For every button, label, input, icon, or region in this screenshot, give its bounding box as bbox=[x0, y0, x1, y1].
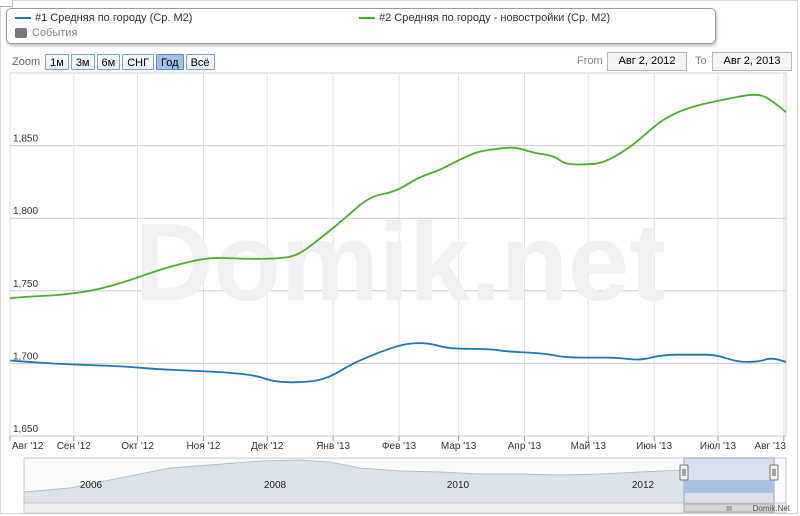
navigator-year-label: 2010 bbox=[447, 480, 470, 491]
x-tick-label: Апр '13 bbox=[508, 441, 542, 452]
series1-line-swatch bbox=[15, 17, 31, 19]
navigator-scrollbar-track[interactable] bbox=[23, 502, 787, 514]
zoom-label: Zoom bbox=[12, 55, 41, 68]
range-from-input[interactable]: Авг 2, 2012 bbox=[607, 52, 687, 71]
x-tick-label: Май '13 bbox=[571, 441, 607, 452]
zoom-button-1m[interactable]: 1м bbox=[45, 53, 69, 70]
navigator-scrollbar-thumb[interactable] bbox=[683, 503, 775, 513]
legend-label-series2: #2 Средняя по городу - новостройки (Ср. … bbox=[379, 12, 611, 24]
x-tick-label: Ноя '12 bbox=[186, 441, 220, 452]
y-tick-label: 1,850 bbox=[13, 134, 38, 145]
legend-label-events: События bbox=[32, 27, 78, 39]
navigator-handle-left[interactable] bbox=[679, 464, 689, 481]
range-from-label: From bbox=[577, 55, 603, 67]
x-tick-label: Окт '12 bbox=[121, 441, 154, 452]
navigator-year-label: 2006 bbox=[80, 480, 103, 491]
x-tick-label: Сен '12 bbox=[57, 441, 92, 452]
legend-label-series1: #1 Средняя по городу (Ср. М2) bbox=[35, 12, 193, 24]
series-line-2 bbox=[9, 93, 787, 299]
credit-link[interactable]: Domik.Net bbox=[753, 504, 791, 513]
legend-item-series2[interactable]: #2 Средняя по городу - новостройки (Ср. … bbox=[359, 12, 610, 24]
x-tick-label: Авг '12 bbox=[12, 441, 44, 452]
x-tick-label: Дек '12 bbox=[251, 441, 284, 452]
navigator-handle-right[interactable] bbox=[769, 464, 779, 481]
x-tick-label: Авг '13 bbox=[755, 441, 787, 452]
y-tick-label: 1,700 bbox=[13, 351, 38, 362]
events-swatch bbox=[15, 28, 27, 38]
series-layer bbox=[9, 93, 787, 384]
x-tick-label: Янв '13 bbox=[316, 441, 350, 452]
x-tick-label: Июн '13 bbox=[636, 441, 672, 452]
series-line-1 bbox=[9, 342, 787, 384]
zoom-bar: Zoom 1м 3м 6м СНГ Год Всё bbox=[12, 53, 217, 70]
navigator-year-label: 2012 bbox=[632, 480, 655, 491]
y-tick-label: 1,650 bbox=[13, 424, 38, 435]
x-tick-label: Мар '13 bbox=[441, 441, 477, 452]
navigator: 2006 2008 2010 2012 III bbox=[23, 457, 787, 514]
zoom-button-all[interactable]: Всё bbox=[185, 53, 215, 70]
navigator-year-label: 2008 bbox=[264, 480, 287, 491]
y-tick-label: 1,800 bbox=[13, 206, 38, 217]
legend-item-series1[interactable]: #1 Средняя по городу (Ср. М2) bbox=[15, 12, 192, 24]
navigator-area bbox=[23, 459, 685, 504]
navigator-window-series bbox=[684, 480, 774, 493]
range-to-label: To bbox=[695, 55, 707, 67]
watermark: Domik.net bbox=[134, 201, 666, 324]
series2-line-swatch bbox=[359, 17, 375, 19]
x-tick-label: Июл '13 bbox=[700, 441, 737, 452]
scrollbar-grip: III bbox=[726, 506, 732, 513]
x-tick-label: Фев '13 bbox=[382, 441, 417, 452]
range-to-input[interactable]: Авг 2, 2013 bbox=[712, 52, 792, 71]
top-corner-tab bbox=[0, 0, 13, 7]
plot-grid bbox=[9, 72, 787, 437]
y-tick-label: 1,750 bbox=[13, 279, 38, 290]
zoom-button-6m[interactable]: 6м bbox=[96, 53, 121, 70]
y-axis-ticks: 1,650 1,700 1,750 1,800 1,850 bbox=[13, 134, 38, 435]
zoom-button-ytd[interactable]: СНГ bbox=[122, 53, 155, 70]
legend-item-events[interactable]: События bbox=[15, 27, 77, 39]
x-axis-ticks: Авг '12 Сен '12 Окт '12 Ноя '12 Дек '12 Янв '… bbox=[9, 436, 787, 452]
zoom-button-1y[interactable]: Год bbox=[156, 53, 184, 70]
zoom-button-3m[interactable]: 3м bbox=[70, 53, 95, 70]
legend-box: #1 Средняя по городу (Ср. М2) #2 Средняя… bbox=[6, 8, 716, 44]
